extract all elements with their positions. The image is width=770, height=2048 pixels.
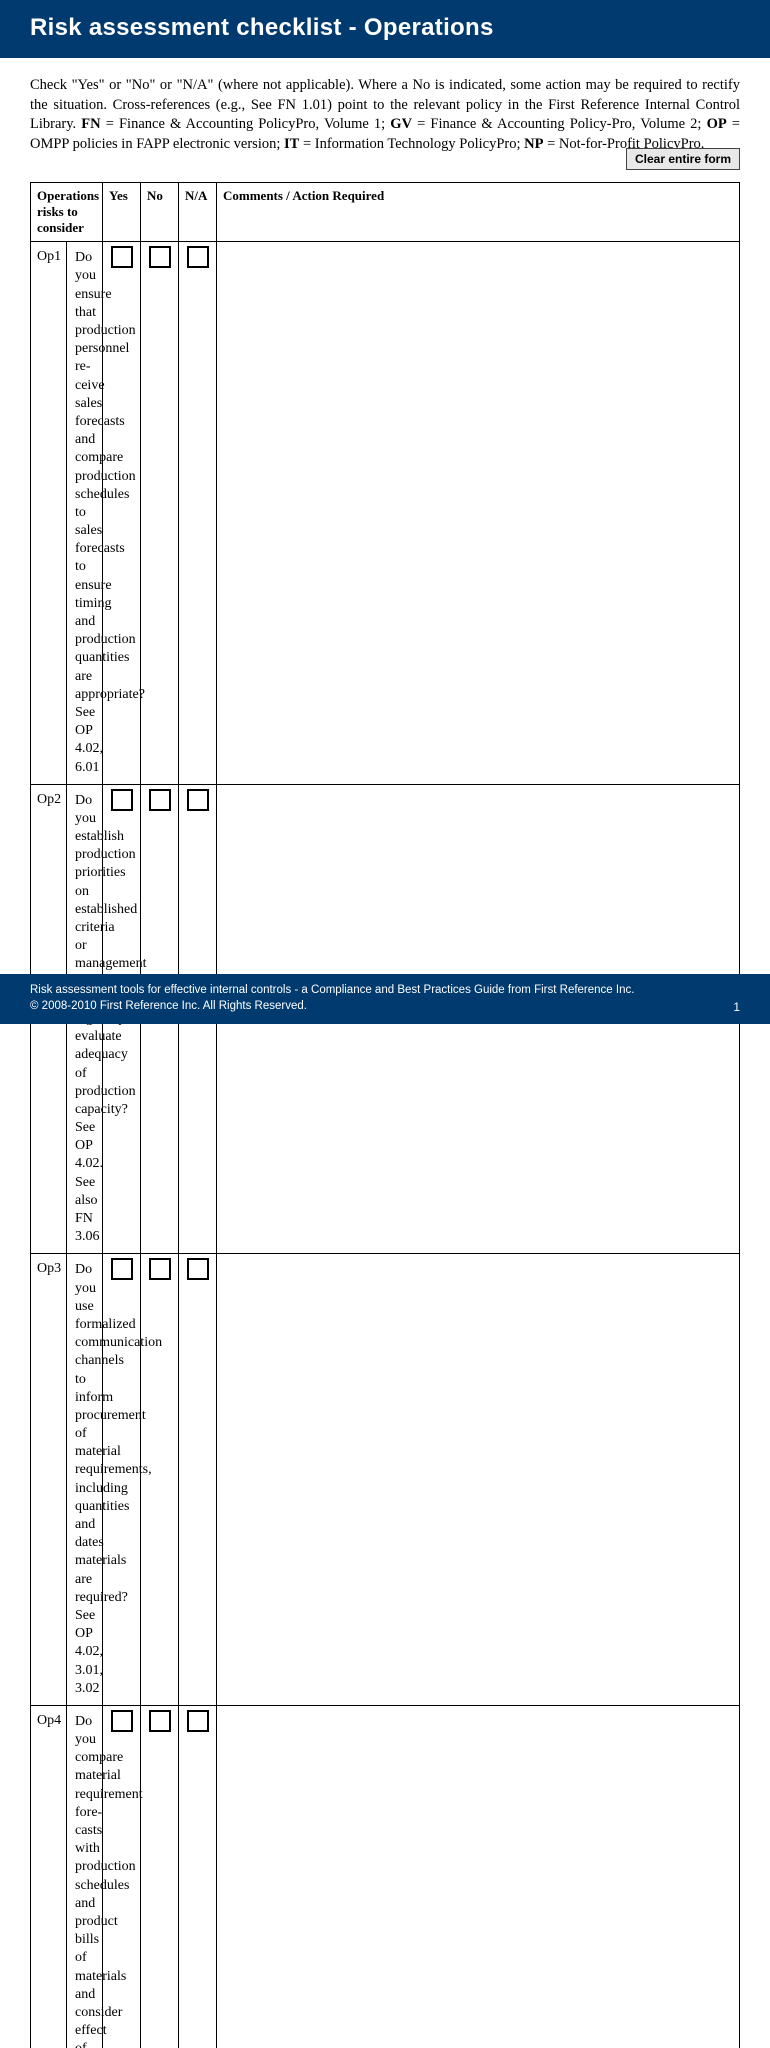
- checkbox-na[interactable]: [187, 246, 209, 268]
- comments-cell[interactable]: [217, 1254, 740, 1706]
- checkbox-yes[interactable]: [111, 1258, 133, 1280]
- table-header-row: Operations risks to consider Yes No N/A …: [31, 183, 740, 242]
- checkbox-no[interactable]: [149, 1258, 171, 1280]
- checkbox-na[interactable]: [187, 1258, 209, 1280]
- checkbox-yes[interactable]: [111, 789, 133, 811]
- intro-np-label: NP: [524, 136, 543, 152]
- row-question: Do you use formalized communication chan…: [67, 1254, 103, 1706]
- row-id: Op4: [31, 1705, 67, 2048]
- intro-gv-label: GV: [390, 116, 412, 132]
- footer-line1: Risk assessment tools for effective inte…: [30, 982, 740, 998]
- header-risks: Operations risks to consider: [31, 183, 103, 242]
- intro-paragraph: Check "Yes" or "No" or "N/A" (where not …: [30, 76, 740, 154]
- intro-op-label: OP: [707, 116, 727, 132]
- comments-cell[interactable]: [217, 1705, 740, 2048]
- cell-no: [141, 242, 179, 784]
- header-bar: Risk assessment checklist - Operations: [0, 0, 770, 58]
- cell-no: [141, 1705, 179, 2048]
- table-row: Op1Do you ensure that production personn…: [31, 242, 740, 784]
- row-id: Op3: [31, 1254, 67, 1706]
- checkbox-na[interactable]: [187, 789, 209, 811]
- table-row: Op3Do you use formalized communication c…: [31, 1254, 740, 1706]
- page-number: 1: [733, 999, 740, 1016]
- checkbox-yes[interactable]: [111, 246, 133, 268]
- checkbox-no[interactable]: [149, 246, 171, 268]
- row-question: Do you compare material requirement fore…: [67, 1705, 103, 2048]
- checkbox-no[interactable]: [149, 789, 171, 811]
- page-title: Risk assessment checklist - Operations: [30, 14, 740, 42]
- footer-bar: Risk assessment tools for effective inte…: [0, 974, 770, 1024]
- cell-na: [179, 242, 217, 784]
- checkbox-yes[interactable]: [111, 1710, 133, 1732]
- table-row: Op4Do you compare material requirement f…: [31, 1705, 740, 2048]
- cell-no: [141, 1254, 179, 1706]
- header-yes: Yes: [103, 183, 141, 242]
- header-comments: Comments / Action Required: [217, 183, 740, 242]
- content-area: Check "Yes" or "No" or "N/A" (where not …: [0, 58, 770, 2048]
- checkbox-na[interactable]: [187, 1710, 209, 1732]
- header-na: N/A: [179, 183, 217, 242]
- checklist-table: Operations risks to consider Yes No N/A …: [30, 182, 740, 2048]
- header-no: No: [141, 183, 179, 242]
- intro-it-text: = Information Technology PolicyPro;: [299, 136, 524, 152]
- cell-na: [179, 1705, 217, 2048]
- intro-gv-text: = Finance & Accounting Policy-Pro, Volum…: [412, 116, 707, 132]
- cell-na: [179, 1254, 217, 1706]
- intro-fn-label: FN: [81, 116, 100, 132]
- clear-form-button[interactable]: Clear entire form: [626, 148, 740, 170]
- checkbox-no[interactable]: [149, 1710, 171, 1732]
- row-id: Op1: [31, 242, 67, 784]
- footer-line2: © 2008-2010 First Reference Inc. All Rig…: [30, 998, 740, 1014]
- intro-it-label: IT: [284, 136, 299, 152]
- intro-fn-text: = Finance & Accounting PolicyPro, Volume…: [101, 116, 391, 132]
- row-question: Do you ensure that production personnel …: [67, 242, 103, 784]
- comments-cell[interactable]: [217, 242, 740, 784]
